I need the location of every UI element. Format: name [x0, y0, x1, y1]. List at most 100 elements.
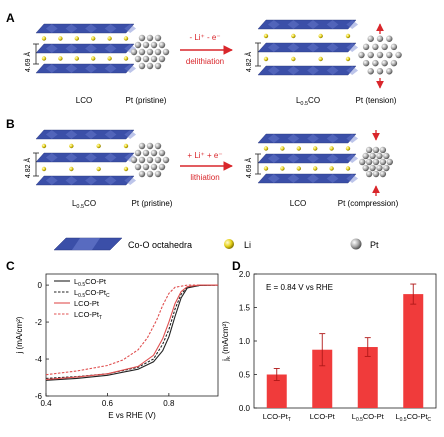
category-label-tail: CO-Pt	[407, 412, 429, 421]
arrow-label-bottom-a: delithiation	[186, 57, 224, 66]
legend-label: L0.5CO-PtC	[74, 288, 110, 299]
bar	[266, 374, 287, 408]
pt-atom	[362, 43, 370, 51]
octahedron-facet	[104, 44, 117, 53]
pt-atom	[158, 41, 166, 49]
pt-atom	[134, 163, 142, 171]
category-label-main: LCO-Pt	[310, 412, 336, 421]
legend-label-tail: CO-Pt	[85, 288, 107, 297]
pt-atom	[162, 48, 170, 56]
octahedron-facet	[45, 44, 58, 53]
pt-atom	[372, 59, 379, 67]
plot-frame	[45, 273, 219, 397]
y-tick-label: -4	[35, 355, 43, 364]
co-o-octahedra-layer	[257, 19, 357, 30]
panel-letter-d: D	[232, 259, 241, 273]
pt-atom	[383, 164, 390, 172]
pt-atom	[379, 158, 387, 166]
li-legend-label: Li	[244, 240, 251, 250]
octahedron-facet	[104, 130, 117, 139]
octahedron-facet	[85, 176, 97, 185]
octahedron-facet	[307, 43, 319, 52]
li-ion	[291, 33, 296, 39]
legend-label-tail: CO-Pt	[85, 277, 107, 286]
pt-atom	[138, 142, 146, 150]
pt-atom	[369, 164, 376, 172]
spacing-label-b-left: 4.82 Å	[23, 158, 32, 179]
arrow-label-bottom-b: lithiation	[190, 173, 219, 182]
octahedron-facet	[104, 24, 117, 33]
lco-label-a: LCO	[76, 96, 92, 105]
li-legend-icon	[224, 239, 234, 249]
category-label-tail: CO-Pt	[363, 412, 385, 421]
li-ion	[291, 56, 296, 62]
li-ion	[296, 166, 301, 171]
category-label: LCO-PtT	[263, 412, 291, 423]
li-ion	[74, 36, 80, 41]
li-ion	[313, 166, 318, 171]
octahedron-facet	[287, 134, 300, 143]
octahedron-facet	[85, 64, 97, 73]
pt-atom	[154, 142, 162, 150]
category-label-main: LCO-Pt	[263, 412, 289, 421]
y-tick-label: 0	[38, 281, 43, 290]
pt-atom	[381, 59, 388, 67]
pt-atom	[386, 51, 393, 59]
pt-atom	[134, 41, 142, 49]
category-label-sub: 0.5	[400, 417, 407, 423]
pt-atom	[362, 152, 369, 160]
x-axis-label: E vs RHE (V)	[108, 411, 156, 420]
pt-atom	[154, 156, 162, 164]
octahedron-facet	[124, 176, 137, 185]
pt-atom	[146, 170, 154, 178]
pt-pristine-label-a: Pt (pristine)	[126, 96, 167, 105]
li-ion	[96, 143, 101, 149]
octahedron-facet	[326, 43, 339, 52]
li-ion	[69, 143, 74, 149]
pt-atom	[142, 163, 150, 171]
pt-atom	[376, 51, 384, 59]
lco-label-b: LCO	[290, 199, 306, 208]
pt-atom	[158, 55, 166, 63]
pt-atom	[158, 163, 166, 171]
pt-pristine-label-b: Pt (pristine)	[132, 199, 173, 208]
li-ion	[58, 56, 63, 61]
li-ion	[263, 33, 269, 39]
pt-atom	[130, 48, 138, 56]
co-o-octahedra-layer	[35, 63, 135, 74]
bar	[357, 347, 378, 408]
li-ion	[107, 36, 112, 41]
pt-atom	[142, 55, 150, 63]
y-tick-label: 0.0	[239, 404, 251, 413]
legend-label-sub: 0.5	[78, 293, 85, 299]
category-label: L0.5CO-Pt	[352, 412, 385, 423]
y-tick-label: 0.5	[239, 371, 251, 380]
pt-atom	[150, 41, 158, 49]
category-label-sub: 0.5	[356, 417, 363, 423]
pt-atom	[154, 34, 162, 42]
li-ion	[296, 146, 301, 151]
pt-atom	[358, 51, 365, 59]
li-ion	[69, 166, 74, 172]
series-line	[45, 284, 219, 379]
bar	[403, 294, 424, 408]
pt-atom	[130, 156, 138, 164]
octahedron-facet	[287, 154, 300, 163]
series-line	[45, 284, 218, 380]
y-axis-label: jk (mA/cm²)	[221, 321, 232, 362]
octahedron-facet	[346, 154, 359, 163]
octahedron-facet	[267, 66, 280, 75]
octahedron-facet	[85, 130, 97, 139]
octahedron-facet	[104, 176, 117, 185]
li-ion	[280, 146, 285, 151]
pt-atom	[134, 149, 142, 157]
octahedron-facet	[287, 43, 300, 52]
x-tick-label: 0.4	[40, 399, 52, 408]
potential-annotation: E = 0.84 V vs RHE	[266, 283, 333, 292]
pt-atom	[162, 156, 170, 164]
octahedron-facet	[65, 130, 78, 139]
li-ion	[96, 166, 101, 172]
pt-atom	[365, 170, 373, 178]
pt-atom	[367, 35, 374, 42]
octahedron-facet	[287, 20, 300, 29]
